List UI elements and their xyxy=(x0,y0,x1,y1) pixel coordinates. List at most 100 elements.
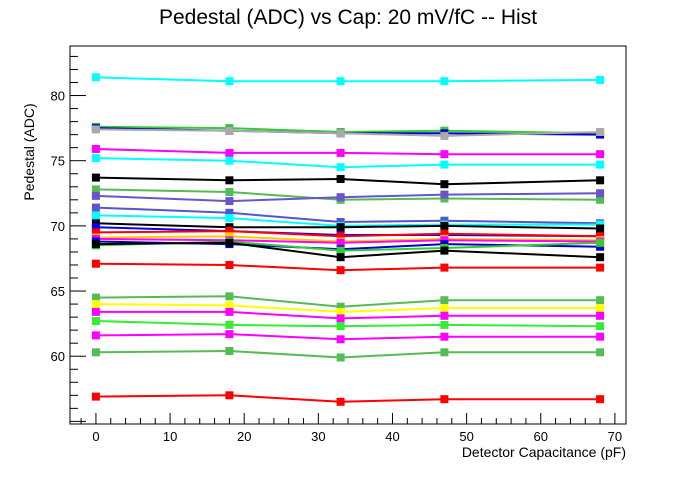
data-point xyxy=(336,253,345,262)
data-point xyxy=(596,195,605,204)
data-point xyxy=(440,311,449,320)
data-point xyxy=(336,232,345,241)
data-point xyxy=(440,160,449,169)
y-axis-label: Pedestal (ADC) xyxy=(21,103,37,200)
series-23 xyxy=(91,307,605,323)
axes-group: 0 10 20 30 40 50 60 70 60 65 70 75 80 xyxy=(51,55,622,444)
data-point xyxy=(225,292,234,301)
x-tick-label: 50 xyxy=(459,429,473,444)
data-point xyxy=(91,293,100,302)
data-point xyxy=(596,253,605,262)
data-point xyxy=(596,263,605,272)
data-point xyxy=(91,348,100,357)
data-point xyxy=(336,129,345,138)
data-point xyxy=(91,300,100,309)
data-point xyxy=(91,223,100,232)
data-point xyxy=(225,330,234,339)
data-point xyxy=(91,125,100,134)
data-point xyxy=(225,261,234,269)
y-tick-label: 60 xyxy=(51,349,65,364)
data-point xyxy=(91,185,100,194)
x-axis-label: Detector Capacitance (pF) xyxy=(462,444,626,460)
data-point xyxy=(596,348,605,357)
data-point xyxy=(91,259,100,268)
data-point xyxy=(225,307,234,316)
data-point xyxy=(336,266,345,275)
data-point xyxy=(225,301,234,310)
data-point xyxy=(225,77,234,86)
data-point xyxy=(596,75,605,84)
data-point xyxy=(91,211,100,220)
series-line xyxy=(95,206,601,225)
series-line xyxy=(95,230,601,238)
data-point xyxy=(91,331,100,340)
series-line xyxy=(95,176,601,186)
data-point xyxy=(336,353,345,362)
data-point xyxy=(336,148,345,157)
series-line xyxy=(95,262,601,272)
data-point xyxy=(596,128,605,136)
data-point xyxy=(596,332,605,341)
data-point xyxy=(91,228,100,237)
series-line xyxy=(95,394,601,403)
data-point xyxy=(596,150,605,159)
data-point xyxy=(225,391,234,400)
data-point xyxy=(596,224,605,233)
data-point xyxy=(336,77,345,86)
x-tick-label: 20 xyxy=(237,429,251,444)
x-tick-label: 60 xyxy=(534,429,548,444)
data-point xyxy=(225,156,234,165)
series-7 xyxy=(91,173,605,189)
series-line xyxy=(95,148,601,156)
data-point xyxy=(225,176,234,185)
data-point xyxy=(440,348,449,357)
data-point xyxy=(336,193,345,202)
data-point xyxy=(91,203,100,212)
data-point xyxy=(440,332,449,341)
data-point xyxy=(225,148,234,157)
series-line xyxy=(95,310,601,320)
data-point xyxy=(91,240,100,249)
data-point xyxy=(225,188,234,196)
y-tick-label: 80 xyxy=(51,89,65,104)
data-point xyxy=(225,320,234,329)
data-point xyxy=(440,320,449,329)
series-26 xyxy=(91,347,605,362)
x-tick-label: 0 xyxy=(92,429,99,444)
data-point xyxy=(440,296,449,305)
data-point xyxy=(91,392,100,401)
x-tick-label: 40 xyxy=(385,429,399,444)
data-point xyxy=(91,317,100,325)
data-point xyxy=(440,263,449,272)
data-point xyxy=(440,246,449,255)
data-point xyxy=(440,131,449,140)
data-point xyxy=(336,163,345,172)
data-point xyxy=(440,77,449,86)
series-22 xyxy=(91,300,605,316)
data-point xyxy=(336,175,345,183)
series-line xyxy=(95,349,601,359)
data-point xyxy=(440,304,449,312)
data-point xyxy=(225,227,234,236)
data-point xyxy=(440,190,449,199)
data-point xyxy=(91,307,100,316)
data-point xyxy=(336,307,345,316)
series-group xyxy=(91,73,605,406)
data-point xyxy=(336,238,345,247)
data-point xyxy=(336,223,345,232)
data-point xyxy=(596,304,605,312)
data-point xyxy=(336,322,345,331)
data-point xyxy=(225,197,234,206)
y-tick-label: 70 xyxy=(51,219,65,234)
x-tick-label: 10 xyxy=(163,429,177,444)
data-point xyxy=(336,246,345,255)
data-point xyxy=(596,395,605,404)
y-tick-label: 75 xyxy=(51,154,65,169)
data-point xyxy=(596,296,605,305)
series-1 xyxy=(91,73,605,86)
series-19 xyxy=(91,238,605,262)
data-point xyxy=(91,73,100,82)
data-point xyxy=(596,189,605,198)
